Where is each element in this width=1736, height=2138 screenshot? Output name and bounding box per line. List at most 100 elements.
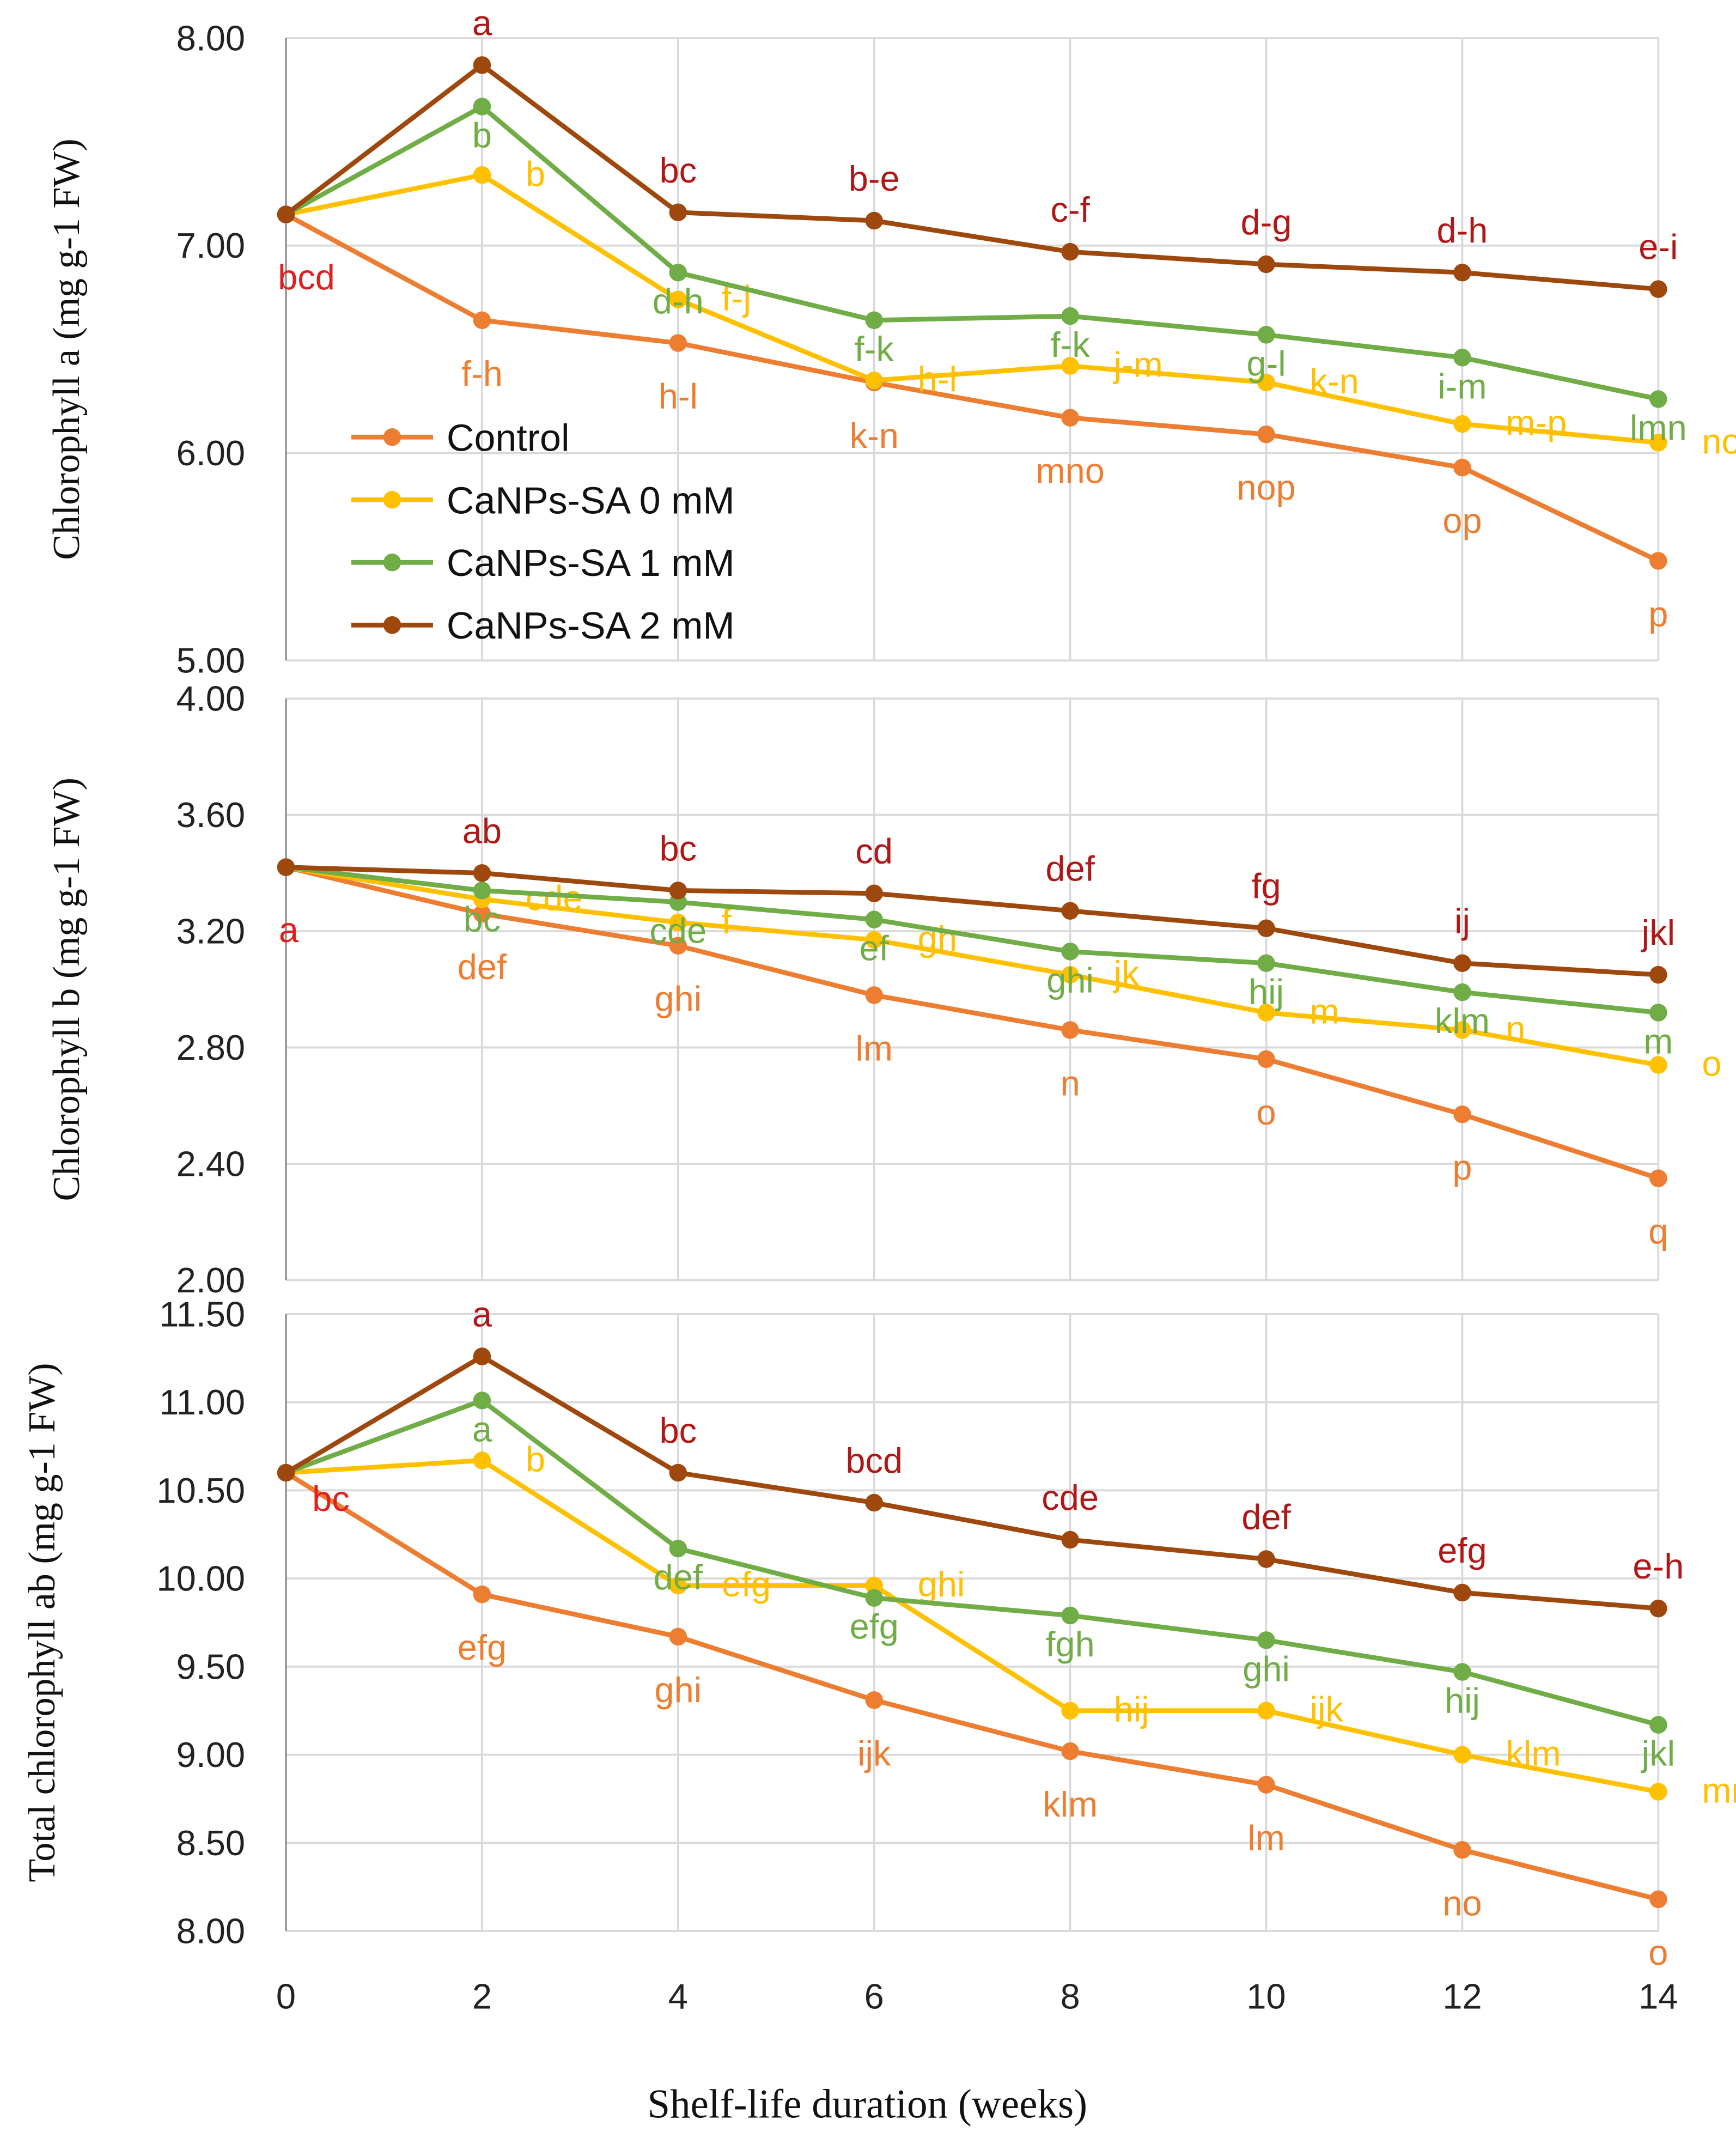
significance-letter: k-n (850, 416, 899, 455)
data-point-1mm (1061, 943, 1079, 961)
significance-letter: d-g (1241, 202, 1292, 242)
data-point-0mm (669, 290, 687, 308)
x-axis-title: Shelf-life duration (weeks) (647, 2082, 1087, 2127)
significance-letter: def (654, 1557, 703, 1597)
significance-letter: a (472, 1409, 492, 1449)
legend-marker (383, 428, 401, 446)
data-point-1mm (1061, 307, 1079, 325)
data-point-1mm (1453, 983, 1471, 1001)
significance-letter: o (1648, 1933, 1668, 1972)
significance-letter: cde (1041, 1478, 1099, 1517)
significance-letter: p (1452, 1147, 1472, 1187)
data-point-2mm (669, 882, 687, 900)
significance-letter: jkl (1641, 913, 1675, 952)
data-point-0mm (1453, 415, 1471, 433)
x-tick-label: 14 (1638, 1977, 1678, 2016)
significance-letter: j-m (1113, 345, 1163, 385)
x-axis-ticks: 0 2 4 6 8 10 12 14 (276, 1977, 1678, 2016)
series-line-control (285, 865, 1659, 1181)
data-point-2mm (1453, 954, 1471, 973)
significance-letter: klm (1043, 1784, 1098, 1824)
series-line-control (284, 1471, 1659, 1902)
significance-letter: a (472, 1295, 492, 1334)
data-point-1mm (865, 910, 883, 928)
data-point-control (1257, 425, 1275, 444)
significance-letter: ghi (1242, 1649, 1290, 1688)
significance-letter: fgh (1045, 1624, 1094, 1664)
legend-marker (383, 553, 401, 572)
data-point-2mm (277, 1463, 295, 1482)
significance-letter: p (1648, 594, 1668, 634)
significance-letter: ij (1454, 901, 1470, 941)
data-point-2mm (1061, 242, 1079, 261)
significance-letter: f-k (1051, 325, 1091, 365)
y-tick-label: 3.20 (176, 912, 245, 951)
data-point-control (1649, 1890, 1667, 1909)
data-point-0mm (669, 1576, 687, 1595)
series-1mm: a def efg fgh ghi hij jkl (277, 1392, 1675, 1773)
data-point-control (669, 1627, 687, 1646)
data-point-2mm (473, 1347, 491, 1365)
start-significance-letter: bc (312, 1479, 350, 1519)
data-point-0mm (1257, 373, 1275, 392)
series-line-2mm (285, 865, 1659, 977)
data-point-1mm (1257, 326, 1275, 344)
significance-letter: ghi (654, 979, 702, 1019)
y-tick-label: 11.50 (159, 1294, 245, 1334)
data-point-2mm (1257, 919, 1275, 937)
chart-panel-2: 2.00 2.40 2.80 3.20 3.60 4.00 Chlorophyll b (m… (46, 679, 1721, 1300)
data-point-control (473, 1585, 491, 1604)
significance-letter: k-n (1310, 361, 1359, 401)
data-point-2mm (669, 203, 687, 222)
significance-letter: hij (1445, 1681, 1480, 1721)
data-point-control (1453, 1841, 1471, 1859)
significance-letter: bc (660, 828, 697, 868)
y-axis-title: Total chlorophyll ab (mg g-1 FW) (21, 1363, 63, 1882)
series-control: def ghi lm n o p q (277, 858, 1668, 1252)
significance-letter: ghi (918, 1564, 965, 1604)
significance-letter: efg (850, 1607, 899, 1647)
significance-letter: m-p (1506, 403, 1567, 442)
data-point-control (1453, 1105, 1471, 1123)
data-point-2mm (473, 56, 491, 74)
data-point-0mm (669, 913, 687, 932)
data-point-2mm (669, 1463, 687, 1482)
data-point-0mm (473, 1451, 491, 1469)
data-point-1mm (865, 311, 883, 330)
data-point-1mm (1649, 1004, 1667, 1022)
y-tick-label: 9.00 (176, 1735, 245, 1775)
x-tick-label: 6 (864, 1977, 884, 2016)
data-point-2mm (865, 884, 883, 902)
data-point-0mm (865, 371, 883, 390)
data-point-1mm (473, 98, 491, 116)
data-point-0mm (473, 166, 491, 184)
data-point-0mm (1257, 1702, 1275, 1720)
data-point-0mm (1061, 965, 1079, 984)
data-point-control (1257, 1050, 1275, 1068)
data-point-2mm (1649, 1599, 1667, 1618)
series-0mm: bf-jh-lj-mk-nm-pnop (277, 154, 1736, 461)
series-line-0mm (285, 865, 1659, 1067)
significance-letter: mn (1702, 1771, 1736, 1811)
series-line-1mm (284, 104, 1659, 402)
chart-panel-1: 5.00 6.00 7.00 8.00 Chlorophyll a (mg g-1 FW… (46, 3, 1736, 680)
data-point-control (865, 1691, 883, 1709)
significance-letter: m (1310, 991, 1339, 1031)
data-point-control (1061, 1742, 1079, 1760)
series-line-2mm (284, 62, 1659, 292)
significance-letter: cde (649, 911, 706, 951)
data-point-2mm (865, 1493, 883, 1512)
data-point-control (473, 904, 491, 923)
data-point-2mm (1257, 1550, 1275, 1568)
y-axis-title: Chlorophyll a (mg g-1 FW) (46, 138, 88, 560)
significance-letter: f-k (855, 329, 894, 369)
significance-letter: klm (1506, 1734, 1561, 1773)
legend-item-control: Control (351, 416, 570, 459)
data-point-0mm (865, 1576, 883, 1595)
significance-letter: d-h (1437, 210, 1488, 250)
data-point-1mm (1257, 954, 1275, 973)
data-point-0mm (1649, 1783, 1667, 1801)
significance-letter: d-h (653, 281, 704, 321)
significance-letter: efg (1437, 1530, 1487, 1570)
